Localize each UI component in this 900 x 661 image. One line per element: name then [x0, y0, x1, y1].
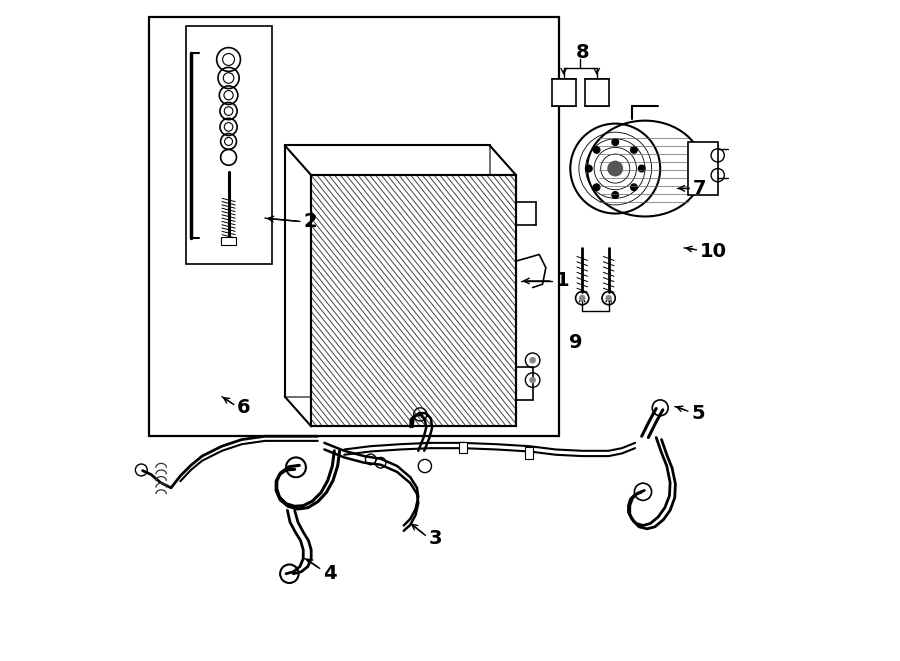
Bar [311, 175, 516, 426]
Text: 7: 7 [693, 179, 706, 198]
Text: 5: 5 [691, 404, 705, 422]
Circle shape [612, 192, 618, 198]
Bar [311, 175, 516, 426]
Circle shape [593, 147, 600, 153]
Text: 10: 10 [700, 242, 727, 260]
Circle shape [529, 377, 535, 383]
Circle shape [638, 165, 645, 172]
Bar [459, 442, 467, 453]
Bar [185, 26, 272, 264]
Bar [585, 79, 608, 106]
Text: 3: 3 [428, 529, 442, 548]
Text: 4: 4 [323, 564, 337, 582]
Circle shape [593, 184, 600, 190]
Ellipse shape [587, 121, 703, 217]
Bar [220, 237, 237, 245]
Circle shape [606, 295, 612, 301]
Bar [526, 447, 534, 459]
Circle shape [529, 357, 535, 364]
Bar [284, 145, 490, 397]
Text: 6: 6 [238, 399, 251, 417]
Circle shape [586, 165, 592, 172]
Text: 9: 9 [569, 333, 582, 352]
Circle shape [612, 139, 618, 145]
Bar [552, 79, 576, 106]
Circle shape [608, 161, 623, 176]
Circle shape [631, 184, 637, 190]
Circle shape [579, 295, 586, 301]
Text: 1: 1 [556, 272, 570, 290]
Bar [688, 142, 717, 195]
Circle shape [631, 147, 637, 153]
Bar [149, 17, 559, 436]
Text: 2: 2 [303, 212, 317, 231]
Text: 8: 8 [575, 44, 589, 62]
